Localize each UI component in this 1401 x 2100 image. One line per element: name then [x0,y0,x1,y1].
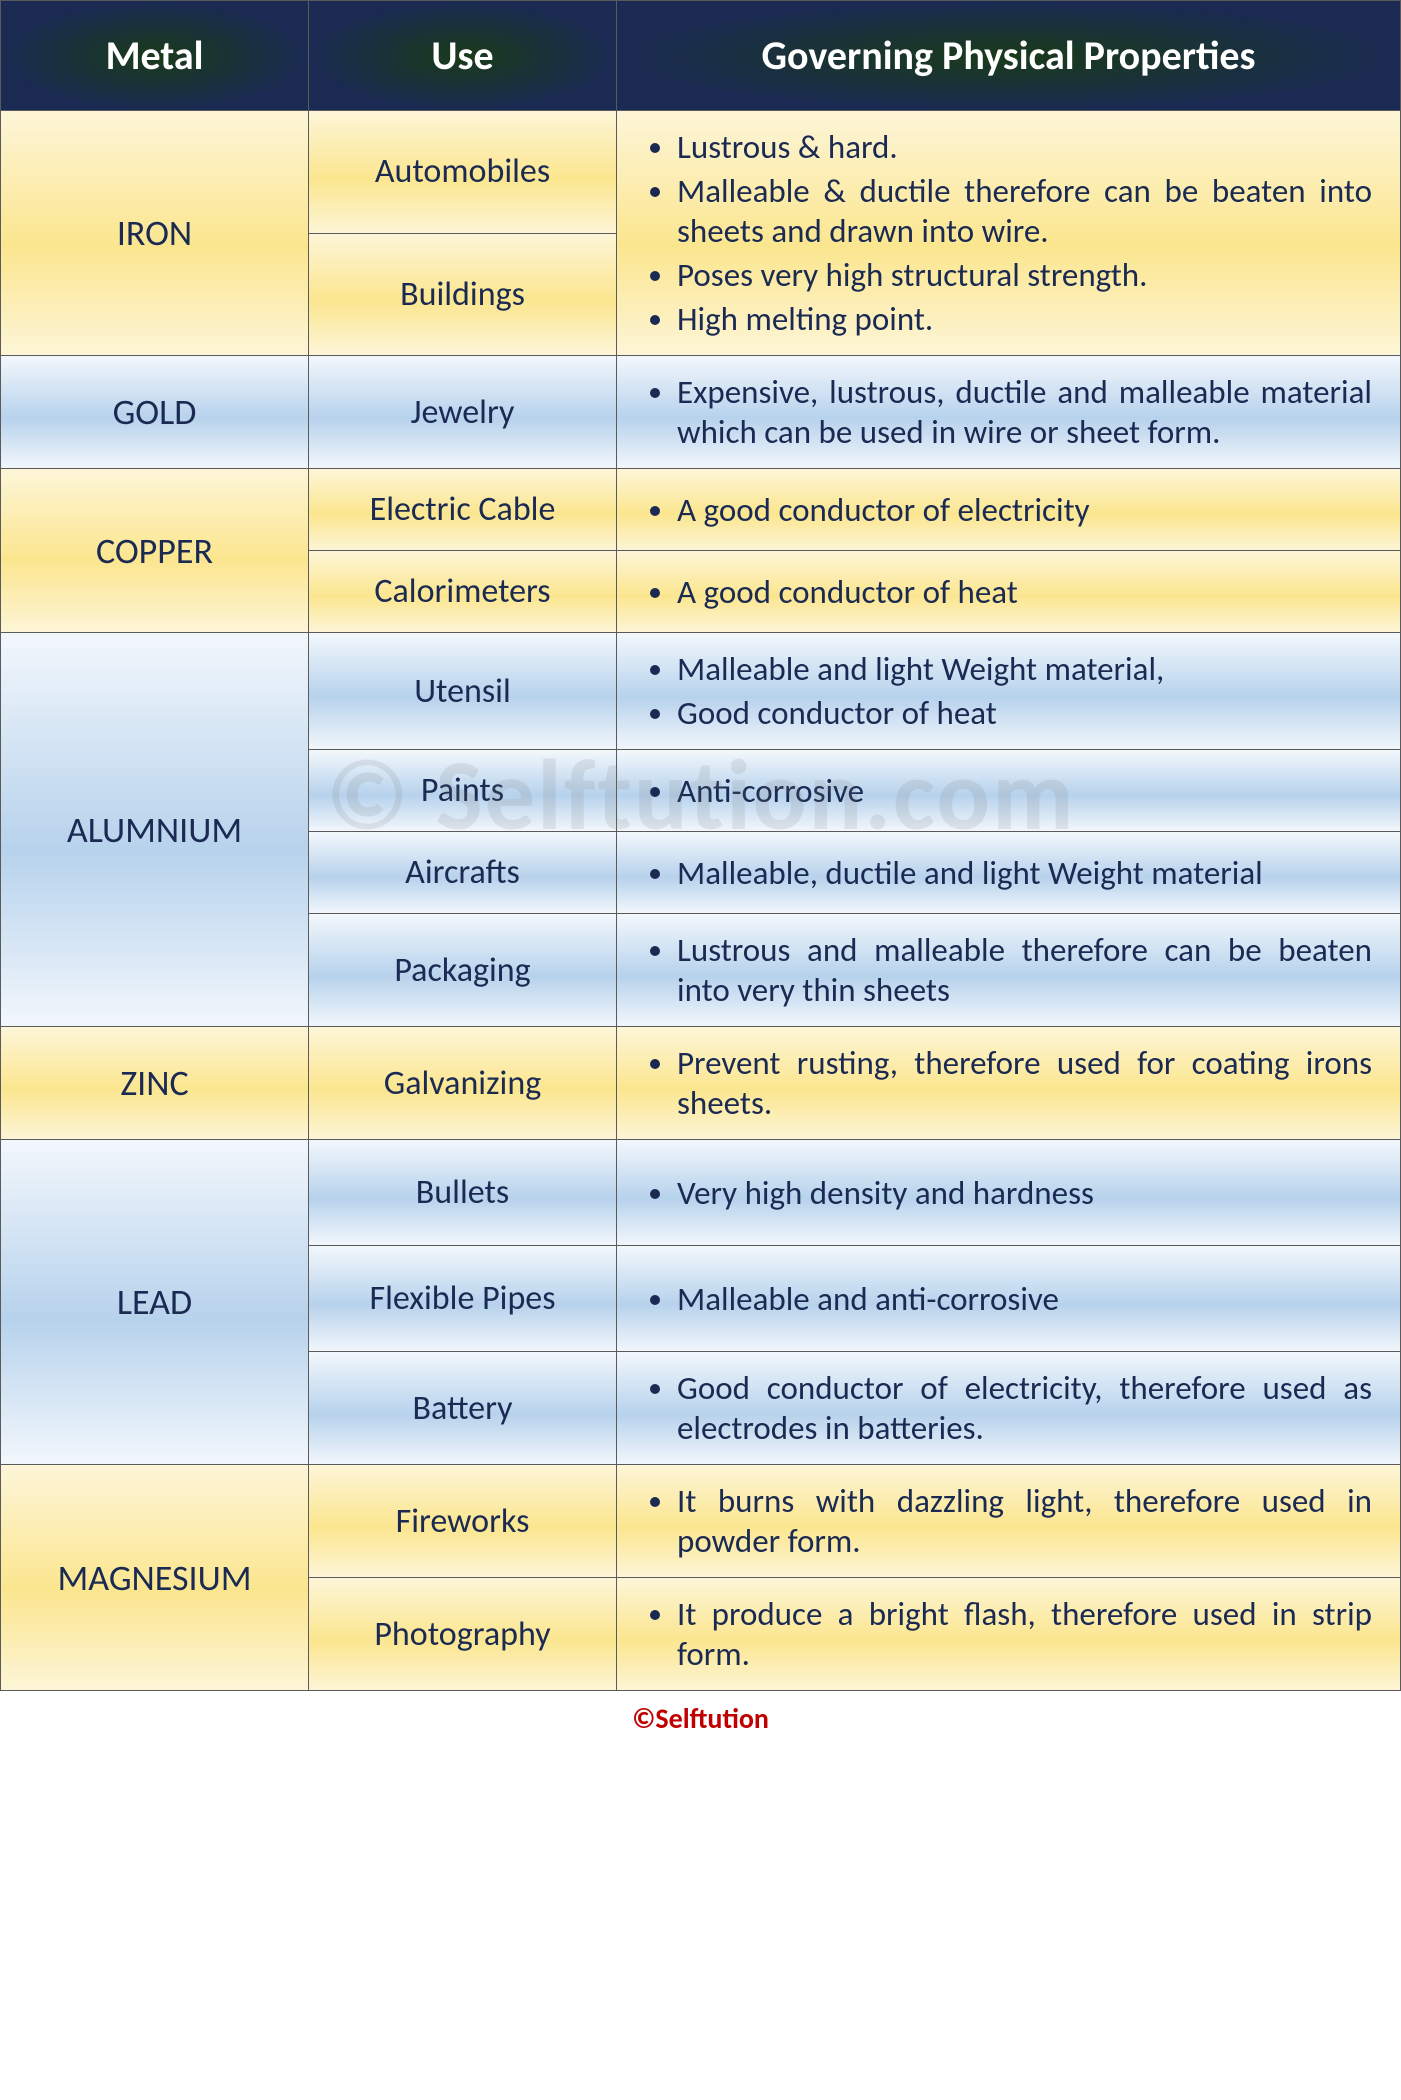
props-pipes: Malleable and anti-corrosive [617,1246,1401,1352]
prop-item: Lustrous and malleable therefore can be … [677,928,1372,1012]
use-battery: Battery [309,1352,617,1465]
prop-item: Malleable & ductile therefore can be bea… [677,169,1372,253]
header-properties: Governing Physical Properties [617,1,1401,111]
table-row: COPPER Electric Cable A good conductor o… [1,469,1401,551]
use-photography: Photography [309,1578,617,1691]
props-copper-calorimeters: A good conductor of heat [617,551,1401,633]
prop-item: Good conductor of electricity, therefore… [677,1366,1372,1450]
prop-item: Expensive, lustrous, ductile and malleab… [677,370,1372,454]
use-calorimeters: Calorimeters [309,551,617,633]
metal-lead: LEAD [1,1140,309,1465]
prop-item: It produce a bright flash, therefore use… [677,1592,1372,1676]
metal-magnesium: MAGNESIUM [1,1465,309,1691]
props-iron: Lustrous & hard. Malleable & ductile the… [617,111,1401,356]
props-photography: It produce a bright flash, therefore use… [617,1578,1401,1691]
props-copper-cable: A good conductor of electricity [617,469,1401,551]
prop-item: Malleable and anti-corrosive [677,1277,1372,1321]
props-aircrafts: Malleable, ductile and light Weight mate… [617,832,1401,914]
header-metal: Metal [1,1,309,111]
prop-item: Lustrous & hard. [677,125,1372,169]
props-gold: Expensive, lustrous, ductile and malleab… [617,356,1401,469]
props-bullets: Very high density and hardness [617,1140,1401,1246]
use-aircrafts: Aircrafts [309,832,617,914]
metals-table-container: © Selftution.com Metal Use Governing Phy… [0,0,1401,1691]
prop-item: Malleable and light Weight material, [677,647,1372,691]
use-bullets: Bullets [309,1140,617,1246]
metal-aluminium: ALUMNIUM [1,633,309,1027]
use-fireworks: Fireworks [309,1465,617,1578]
table-row: GOLD Jewelry Expensive, lustrous, ductil… [1,356,1401,469]
metal-copper: COPPER [1,469,309,633]
prop-item: Good conductor of heat [677,691,1372,735]
props-battery: Good conductor of electricity, therefore… [617,1352,1401,1465]
use-electric-cable: Electric Cable [309,469,617,551]
prop-item: High melting point. [677,297,1372,341]
prop-item: Very high density and hardness [677,1171,1372,1215]
table-row: ZINC Galvanizing Prevent rusting, theref… [1,1027,1401,1140]
prop-item: Prevent rusting, therefore used for coat… [677,1041,1372,1125]
metals-table: Metal Use Governing Physical Properties … [0,0,1401,1691]
metal-zinc: ZINC [1,1027,309,1140]
use-paints: Paints [309,750,617,832]
footer-credit: ©Selftution [0,1691,1401,1746]
header-row: Metal Use Governing Physical Properties [1,1,1401,111]
prop-item: It burns with dazzling light, therefore … [677,1479,1372,1563]
props-zinc: Prevent rusting, therefore used for coat… [617,1027,1401,1140]
use-automobiles: Automobiles [309,111,617,234]
table-row: LEAD Bullets Very high density and hardn… [1,1140,1401,1246]
metal-gold: GOLD [1,356,309,469]
use-packaging: Packaging [309,914,617,1027]
prop-item: Malleable, ductile and light Weight mate… [677,851,1372,895]
props-packaging: Lustrous and malleable therefore can be … [617,914,1401,1027]
prop-item: A good conductor of electricity [677,488,1372,532]
prop-item: Poses very high structural strength. [677,253,1372,297]
props-paints: Anti-corrosive [617,750,1401,832]
prop-item: Anti-corrosive [677,769,1372,813]
use-flexible-pipes: Flexible Pipes [309,1246,617,1352]
prop-item: A good conductor of heat [677,570,1372,614]
use-galvanizing: Galvanizing [309,1027,617,1140]
use-utensil: Utensil [309,633,617,750]
props-utensil: Malleable and light Weight material, Goo… [617,633,1401,750]
table-row: MAGNESIUM Fireworks It burns with dazzli… [1,1465,1401,1578]
props-fireworks: It burns with dazzling light, therefore … [617,1465,1401,1578]
use-buildings: Buildings [309,233,617,356]
use-jewelry: Jewelry [309,356,617,469]
header-use: Use [309,1,617,111]
table-row: ALUMNIUM Utensil Malleable and light Wei… [1,633,1401,750]
metal-iron: IRON [1,111,309,356]
table-row: IRON Automobiles Lustrous & hard. Mallea… [1,111,1401,234]
